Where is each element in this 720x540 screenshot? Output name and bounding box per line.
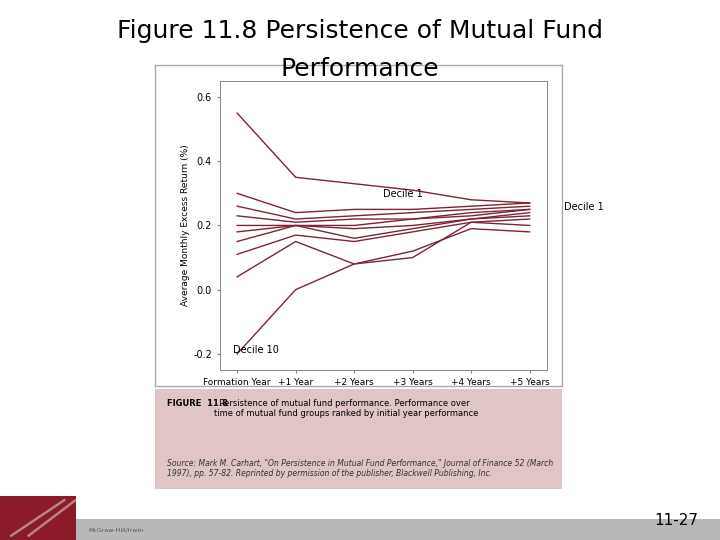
Y-axis label: Average Monthly Excess Return (%): Average Monthly Excess Return (%) [181,145,190,306]
Text: McGraw-Hill/Irwin: McGraw-Hill/Irwin [89,527,143,532]
Text: Decile 1: Decile 1 [383,188,423,199]
Text: Persistence of mutual fund performance. Performance over
time of mutual fund gro: Persistence of mutual fund performance. … [214,399,478,418]
Text: Figure 11.8 Persistence of Mutual Fund: Figure 11.8 Persistence of Mutual Fund [117,19,603,43]
Text: Source: Mark M. Carhart, "On Persistence in Mutual Fund Performance," Journal of: Source: Mark M. Carhart, "On Persistence… [167,458,553,478]
Text: 11-27: 11-27 [654,513,698,528]
Text: FIGURE  11.8: FIGURE 11.8 [167,399,228,408]
Text: Decile 1: Decile 1 [564,201,603,212]
Text: Performance: Performance [281,57,439,80]
Text: Decile 10: Decile 10 [233,345,279,355]
